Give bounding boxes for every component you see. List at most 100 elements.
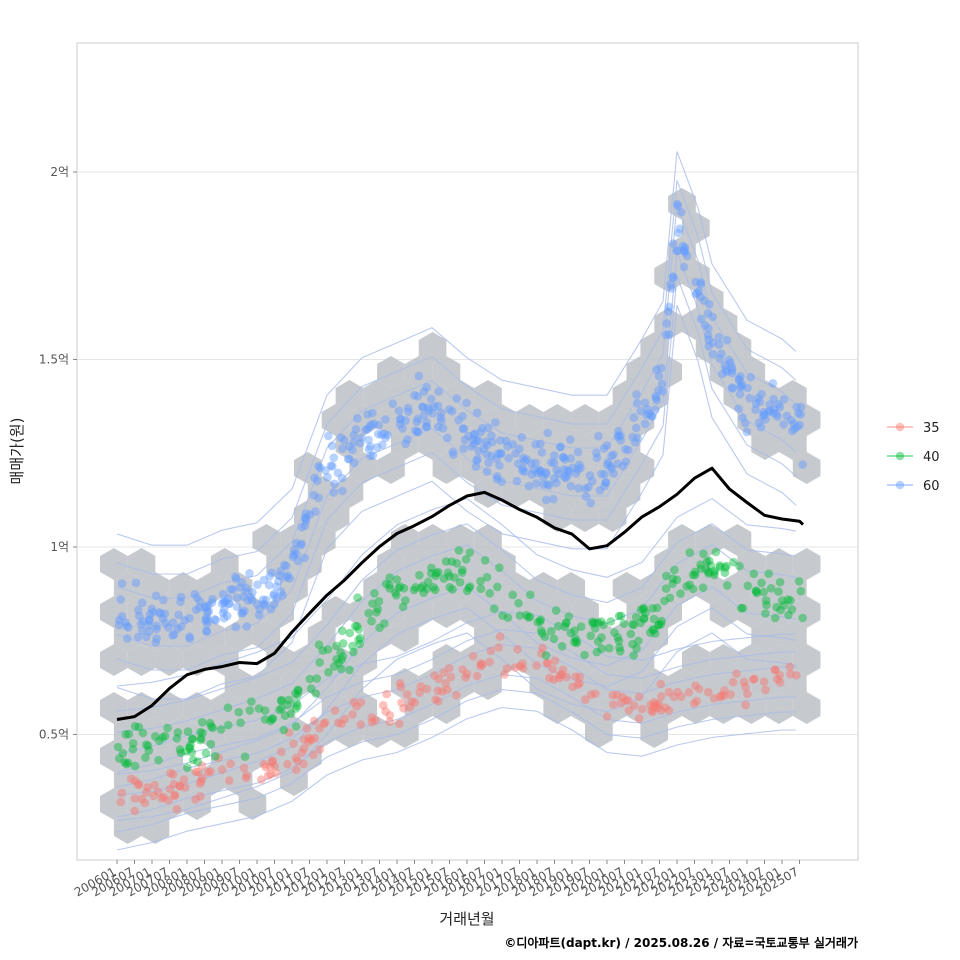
data-point-35 <box>624 706 634 715</box>
data-point-60 <box>434 387 444 396</box>
data-point-60 <box>568 463 578 473</box>
data-point-35 <box>518 664 528 673</box>
data-point-35 <box>709 694 719 703</box>
data-point-60 <box>472 408 482 418</box>
hexbin-cell <box>169 572 197 604</box>
hexbin-cell <box>529 668 558 700</box>
data-point-60 <box>564 467 574 476</box>
data-point-35 <box>315 745 325 754</box>
data-point-60 <box>573 465 583 474</box>
hexbin-cell <box>654 548 682 580</box>
data-point-60 <box>488 437 497 447</box>
data-point-60 <box>664 302 674 312</box>
data-point-40 <box>524 613 533 622</box>
data-point-60 <box>769 404 779 414</box>
data-point-35 <box>214 753 223 763</box>
data-point-40 <box>349 647 358 657</box>
data-point-60 <box>524 481 534 491</box>
data-point-60 <box>378 440 387 450</box>
data-point-60 <box>363 424 372 434</box>
data-point-40 <box>427 563 436 573</box>
data-point-40 <box>292 698 302 708</box>
data-point-35 <box>472 671 482 681</box>
hexbin-cell <box>183 596 211 628</box>
data-point-40 <box>525 612 535 622</box>
data-point-60 <box>285 574 295 583</box>
data-point-35 <box>142 788 151 797</box>
data-point-35 <box>395 719 404 728</box>
hexbin-cell <box>169 620 197 652</box>
data-point-60 <box>253 600 262 609</box>
hexbin-cell <box>612 572 641 604</box>
data-point-35 <box>749 674 759 684</box>
hexbin-cell <box>294 452 322 484</box>
data-point-40 <box>338 626 347 636</box>
data-point-60 <box>412 427 422 437</box>
data-point-60 <box>738 413 747 423</box>
data-point-35 <box>785 662 795 672</box>
hexbin-cell <box>141 572 170 604</box>
data-point-60 <box>704 335 713 345</box>
data-point-60 <box>190 589 199 599</box>
data-point-60 <box>258 595 268 604</box>
data-point-60 <box>668 239 678 248</box>
data-point-60 <box>647 411 656 421</box>
hexbin-cell <box>113 620 142 652</box>
data-point-60 <box>574 484 583 493</box>
data-point-60 <box>519 453 528 463</box>
data-point-60 <box>218 589 228 599</box>
data-point-40 <box>113 742 123 752</box>
hexbin-cell <box>294 644 322 676</box>
hexbin-cell <box>640 716 669 748</box>
data-point-60 <box>640 419 650 429</box>
data-point-40 <box>610 628 619 637</box>
y-axis-title: 매매가(원) <box>8 418 26 485</box>
data-point-40 <box>735 561 744 571</box>
data-point-60 <box>419 410 429 420</box>
data-point-60 <box>737 379 747 389</box>
data-point-60 <box>464 431 473 441</box>
data-point-60 <box>202 627 211 636</box>
data-point-60 <box>674 228 683 238</box>
data-point-35 <box>191 767 201 777</box>
data-point-60 <box>419 387 429 396</box>
data-point-40 <box>318 646 328 655</box>
data-point-40 <box>641 608 650 617</box>
data-point-40 <box>334 658 344 668</box>
data-point-60 <box>357 433 366 443</box>
data-point-35 <box>741 700 750 710</box>
hexbin-cell <box>640 332 669 364</box>
hexbin-cell <box>404 596 433 628</box>
legend-key-point <box>895 451 905 461</box>
data-point-35 <box>226 759 235 769</box>
data-point-35 <box>562 672 571 682</box>
data-point-60 <box>289 545 299 555</box>
hexbin-cell <box>779 620 807 652</box>
data-point-60 <box>237 578 247 587</box>
data-point-60 <box>311 507 320 516</box>
data-point-60 <box>708 349 718 359</box>
data-point-40 <box>619 619 629 628</box>
data-point-60 <box>411 426 420 435</box>
hexbin-cell <box>335 668 364 700</box>
data-point-35 <box>478 660 487 669</box>
data-point-35 <box>654 699 664 709</box>
data-point-60 <box>515 444 524 454</box>
data-point-35 <box>130 776 140 786</box>
data-point-60 <box>536 467 545 477</box>
data-point-40 <box>188 734 197 744</box>
data-point-60 <box>609 450 618 459</box>
data-point-60 <box>232 602 242 611</box>
data-point-60 <box>433 401 443 411</box>
data-point-35 <box>646 700 655 710</box>
data-point-60 <box>424 406 434 415</box>
data-point-60 <box>428 409 437 418</box>
data-point-60 <box>487 451 496 461</box>
data-point-60 <box>191 605 201 615</box>
hexbin-cell <box>349 644 378 676</box>
data-point-40 <box>176 748 186 758</box>
hexbin-cell <box>404 356 433 388</box>
data-point-60 <box>208 594 217 604</box>
hexbin-cell <box>377 356 405 388</box>
data-point-40 <box>355 633 365 643</box>
